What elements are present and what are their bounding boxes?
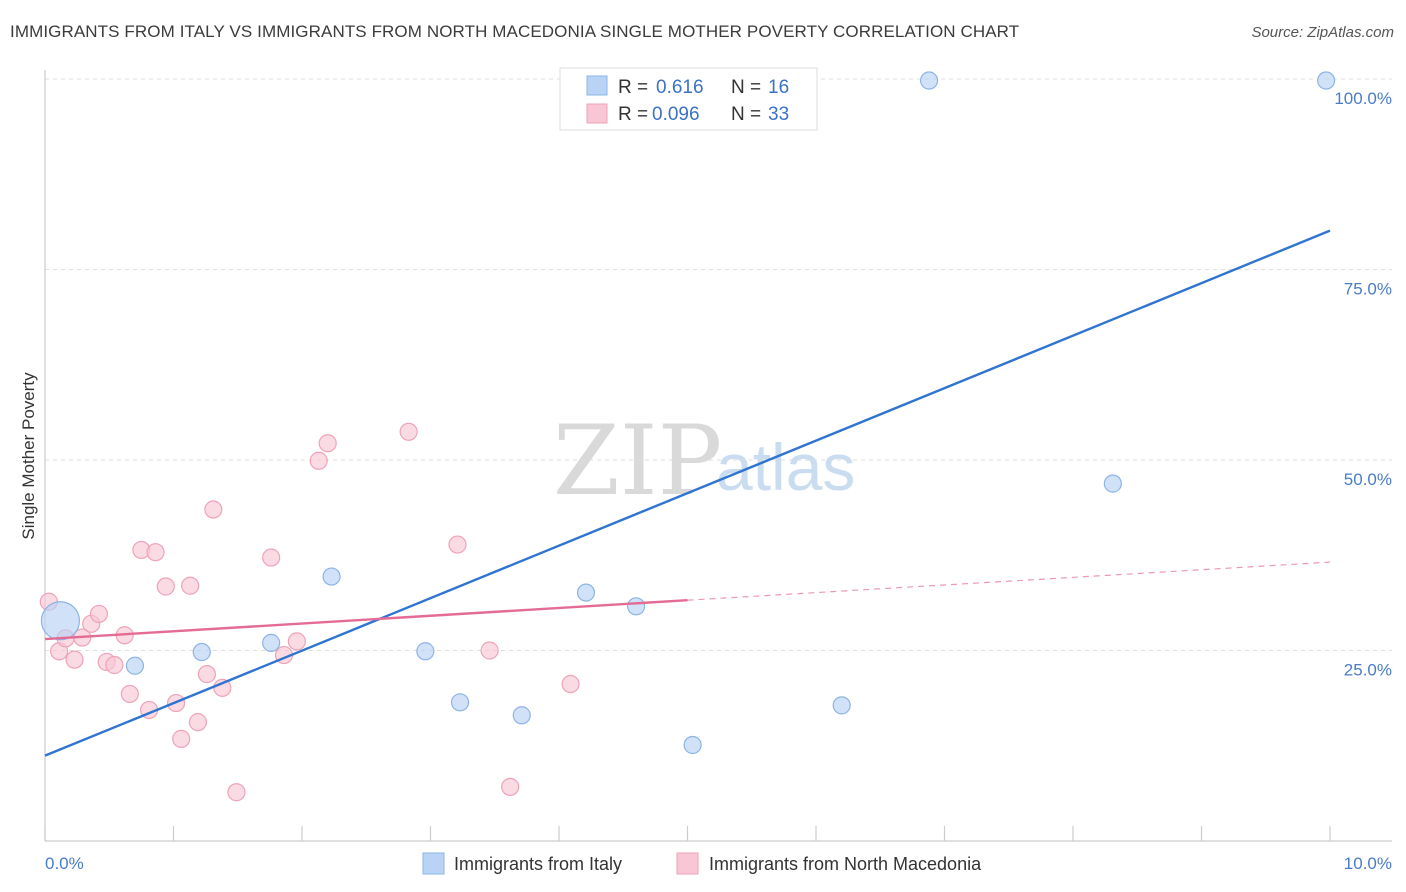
bottom-legend-swatch-macedonia	[676, 852, 699, 875]
point-macedonia	[146, 543, 165, 562]
y-axis-tick-labels: 25.0% 50.0% 75.0% 100.0%	[1334, 89, 1392, 680]
point-macedonia	[204, 500, 223, 519]
point-macedonia	[561, 674, 580, 694]
x-tick-label-min: 0.0%	[45, 854, 84, 873]
bottom-legend-label-italy: Immigrants from Italy	[454, 854, 622, 874]
point-italy	[626, 597, 646, 616]
point-macedonia	[399, 422, 418, 441]
source-credit: Source: ZipAtlas.com	[1251, 24, 1394, 41]
point-macedonia	[65, 650, 84, 669]
trendline-italy	[44, 229, 1331, 757]
point-italy	[40, 601, 81, 641]
point-italy	[450, 693, 470, 712]
point-macedonia	[89, 604, 109, 624]
point-macedonia	[318, 434, 337, 453]
legend-r-label-macedonia: R =	[618, 104, 648, 125]
legend-r-label-italy: R =	[618, 77, 648, 98]
x-tick-label-max: 10.0%	[1344, 854, 1392, 873]
watermark-atlas: atlas	[716, 430, 855, 504]
legend-n-label-macedonia: N =	[731, 104, 761, 125]
series-macedonia-points	[39, 422, 580, 802]
point-macedonia	[197, 665, 217, 684]
point-macedonia	[181, 576, 200, 595]
point-macedonia	[105, 655, 124, 675]
trendline-macedonia	[44, 599, 688, 641]
y-tick-label: 50.0%	[1344, 470, 1392, 489]
trendlines	[44, 229, 1331, 757]
point-italy	[576, 583, 596, 602]
series-italy-points	[40, 69, 1336, 755]
trendline-macedonia-extension	[687, 561, 1331, 601]
y-axis-label: Single Mother Poverty	[19, 372, 38, 540]
point-italy	[125, 656, 145, 675]
y-tick-label: 75.0%	[1344, 280, 1392, 299]
point-italy	[192, 642, 211, 662]
point-italy	[919, 71, 939, 90]
point-macedonia	[480, 641, 499, 660]
point-macedonia	[287, 632, 306, 651]
point-macedonia	[448, 535, 467, 554]
legend-n-value-macedonia: 33	[768, 104, 789, 125]
legend-r-value-italy: 0.616	[656, 77, 704, 98]
legend-r-value-macedonia: 0.096	[652, 104, 700, 125]
legend-swatch-macedonia	[586, 103, 608, 124]
y-tick-label: 100.0%	[1334, 89, 1392, 108]
watermark-zip: ZIP	[553, 405, 722, 517]
y-tick-label: 25.0%	[1344, 661, 1392, 680]
gridlines	[45, 78, 1392, 651]
legend-n-value-italy: 16	[768, 77, 789, 98]
point-macedonia	[156, 577, 175, 596]
point-italy	[1103, 474, 1122, 493]
point-italy	[262, 633, 281, 652]
point-macedonia	[188, 713, 208, 732]
point-italy	[512, 706, 531, 725]
series-legend: Immigrants from Italy Immigrants from No…	[422, 852, 982, 875]
point-macedonia	[501, 777, 520, 796]
point-italy	[832, 696, 851, 715]
bottom-legend-swatch-italy	[422, 852, 445, 875]
legend-swatch-italy	[586, 75, 608, 96]
point-macedonia	[262, 548, 281, 567]
stats-legend: R = 0.616 N = 16 R = 0.096 N = 33	[559, 67, 818, 131]
point-italy	[322, 567, 341, 586]
point-macedonia	[227, 783, 246, 802]
legend-n-label-italy: N =	[731, 77, 761, 98]
point-macedonia	[172, 729, 191, 748]
x-axis-ticks	[44, 826, 1331, 841]
point-italy	[683, 735, 702, 755]
chart-title: IMMIGRANTS FROM ITALY VS IMMIGRANTS FROM…	[10, 22, 1020, 41]
point-macedonia	[309, 451, 328, 470]
point-italy	[416, 642, 435, 661]
point-italy	[1317, 71, 1336, 90]
point-macedonia	[120, 684, 139, 704]
bottom-legend-label-macedonia: Immigrants from North Macedonia	[709, 854, 982, 874]
